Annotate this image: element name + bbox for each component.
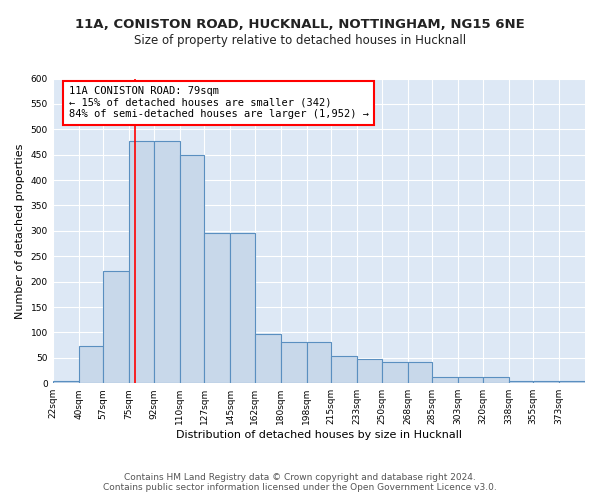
Bar [559,380,585,383]
Bar [382,362,407,383]
Bar [407,362,432,383]
Y-axis label: Number of detached properties: Number of detached properties [15,143,25,318]
Bar [179,154,204,383]
Bar [103,272,129,383]
Text: 11A, CONISTON ROAD, HUCKNALL, NOTTINGHAM, NG15 6NE: 11A, CONISTON ROAD, HUCKNALL, NOTTINGHAM… [75,18,525,30]
Bar [458,376,482,383]
Bar [533,380,559,383]
Bar [357,360,382,383]
Bar [154,141,179,383]
X-axis label: Distribution of detached houses by size in Hucknall: Distribution of detached houses by size … [176,430,462,440]
Text: Size of property relative to detached houses in Hucknall: Size of property relative to detached ho… [134,34,466,47]
Bar [331,356,357,383]
Bar [509,380,533,383]
Bar [204,234,230,383]
Bar [482,377,509,383]
Bar [307,342,331,383]
Bar [230,234,254,383]
Text: Contains public sector information licensed under the Open Government Licence v3: Contains public sector information licen… [103,482,497,492]
Bar [53,380,79,383]
Bar [281,342,307,383]
Bar [79,346,103,383]
Bar [129,141,154,383]
Bar [254,334,281,383]
Bar [432,376,458,383]
Text: 11A CONISTON ROAD: 79sqm
← 15% of detached houses are smaller (342)
84% of semi-: 11A CONISTON ROAD: 79sqm ← 15% of detach… [68,86,368,120]
Text: Contains HM Land Registry data © Crown copyright and database right 2024.: Contains HM Land Registry data © Crown c… [124,472,476,482]
